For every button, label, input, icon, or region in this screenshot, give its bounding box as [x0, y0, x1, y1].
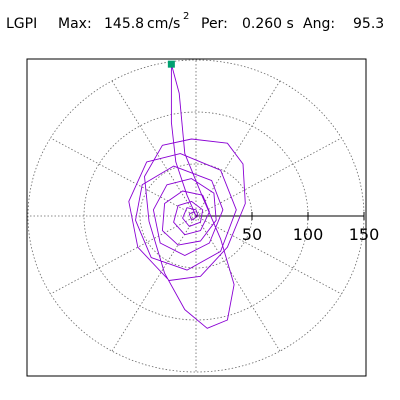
radial-axis: 50 100 150	[196, 212, 379, 244]
radial-tick-label: 100	[293, 225, 324, 244]
radial-tick-label: 50	[242, 225, 262, 244]
plot-frame	[26, 58, 367, 377]
peak-marker-layer	[167, 60, 175, 68]
period-label: Per:	[201, 16, 228, 32]
station-code: LGPI	[6, 16, 38, 32]
motion-trace	[128, 63, 246, 329]
grid-spoke	[195, 80, 281, 217]
grid-spoke	[50, 215, 197, 295]
max-label: Max:	[58, 16, 92, 32]
max-value: 145.8	[104, 16, 145, 32]
grid-spoke	[195, 137, 342, 217]
motion-trace-path	[128, 63, 246, 329]
angle-value: 95.3	[353, 16, 385, 32]
grid-spoke	[195, 215, 342, 295]
grid-spoke	[195, 215, 281, 352]
max-unit: cm/s	[147, 16, 181, 32]
angle-label: Ang:	[303, 16, 336, 32]
max-unit-exponent: 2	[183, 11, 190, 22]
peak-marker	[167, 60, 175, 68]
grid-spoke	[50, 137, 197, 217]
grid-spoke	[111, 80, 197, 217]
period-value: 0.260 s	[242, 16, 294, 32]
grid-spoke	[111, 215, 197, 352]
radial-tick-label: 150	[349, 225, 380, 244]
